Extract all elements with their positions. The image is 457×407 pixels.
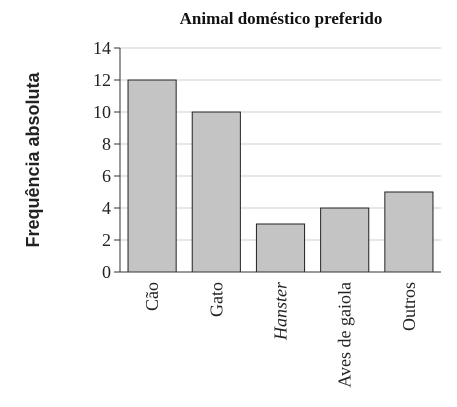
y-tick-label: 10: [93, 102, 111, 122]
bar-4: [384, 191, 434, 273]
y-tick-labels: 0 2 4 6 8 10 12 14: [93, 38, 111, 282]
x-tick-label: Cão: [142, 282, 162, 311]
bar-2: [255, 223, 306, 273]
y-axis-label: Frequência absoluta: [23, 71, 43, 247]
x-tick-label: Aves de gaiola: [335, 282, 355, 388]
axes: [114, 47, 441, 273]
bar-3: [320, 207, 370, 273]
y-tick-label: 0: [102, 262, 111, 282]
y-tick-label: 8: [102, 134, 111, 154]
x-tick-label: Gato: [206, 282, 226, 317]
y-tick-label: 14: [93, 38, 111, 58]
bar-1: [191, 111, 241, 273]
bars: [127, 79, 434, 273]
y-tick-label: 6: [102, 166, 111, 186]
chart-title: Animal doméstico preferido: [180, 9, 383, 28]
y-tick-label: 2: [102, 230, 111, 250]
y-tick-label: 12: [93, 70, 111, 90]
x-tick-label: Hanster: [271, 281, 291, 341]
y-tick-label: 4: [102, 198, 111, 218]
bar-0: [127, 79, 177, 273]
x-tick-label: Outros: [399, 282, 419, 331]
x-tick-labels: Cão Gato Hanster Aves de gaiola Outros: [142, 281, 419, 388]
